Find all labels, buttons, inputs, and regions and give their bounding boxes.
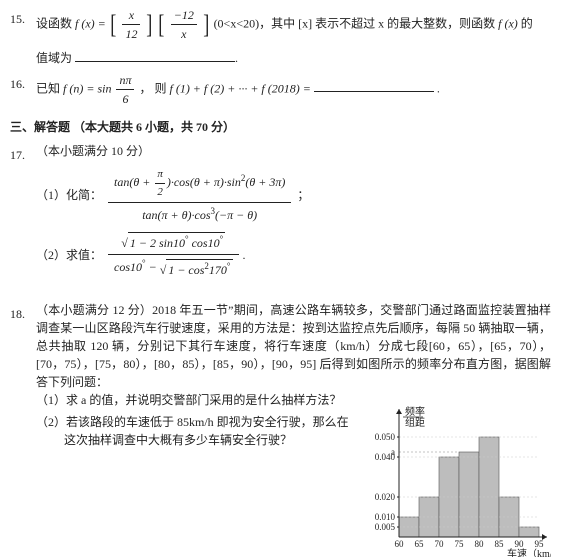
svg-text:0.005: 0.005: [375, 522, 396, 532]
q18-number: 18.: [10, 301, 36, 323]
ft: nπ: [116, 71, 134, 90]
frac2: −12 x: [171, 6, 197, 43]
svg-text:90: 90: [515, 539, 525, 549]
q17: 17. （本小题满分 10 分） （1）化简： tan(θ + π2)·cos(…: [10, 142, 551, 279]
frac2-bot: x: [171, 25, 197, 43]
svg-text:频率: 频率: [405, 405, 425, 418]
m2: 表示不超过 x 的最大整数，则函数: [315, 16, 495, 30]
svg-text:85: 85: [495, 539, 505, 549]
p2-frac: √1 − 2 sin10° cos10° cos10° − √1 − cos21…: [108, 232, 239, 279]
valrange: 值域为: [36, 51, 72, 65]
q18-p2: （2）若该路段的车速低于 85km/h 即视为安全行驶，那么在这次抽样调查中大概…: [64, 413, 355, 449]
p1-top: tan(θ + π2)·cos(θ + π)·sin2(θ + 3π): [108, 166, 291, 203]
q17-p1: （1）化简： tan(θ + π2)·cos(θ + π)·sin2(θ + 3…: [36, 166, 551, 224]
svg-text:95: 95: [535, 539, 545, 549]
q16-body: 已知 f (n) = sin nπ 6 ， 则 f (1) + f (2) + …: [36, 71, 551, 108]
q18: 18. （本小题满分 12 分）2018 年五一节”期间，高速公路车辆较多，交警…: [10, 301, 551, 557]
mid: ， 则: [139, 81, 166, 95]
svg-text:75: 75: [455, 539, 465, 549]
bx: [x]: [298, 16, 312, 30]
q18-p1: （1）求 a 的值，并说明交警部门采用的是什么抽样方法？: [64, 391, 355, 409]
br-l2: [: [158, 12, 164, 38]
p2-bot: cos10° − √1 − cos2170°: [108, 255, 239, 278]
svg-text:0.010: 0.010: [375, 512, 396, 522]
blank-2: [314, 79, 434, 92]
frac1-top: x: [122, 6, 140, 25]
expr: f (1) + f (2) + ··· + f (2018) =: [169, 81, 310, 95]
frac2-top: −12: [171, 6, 197, 25]
q17-number: 17.: [10, 142, 36, 164]
p1-bot: tan(π + θ)·cos3(−π − θ): [108, 203, 291, 224]
q16: 16. 已知 f (n) = sin nπ 6 ， 则 f (1) + f (2…: [10, 71, 551, 108]
svg-text:80: 80: [475, 539, 485, 549]
frequency-histogram: 0.0050.0100.0200.0400.050a60657075808590…: [361, 397, 551, 557]
lead: 已知: [36, 81, 60, 95]
q15: 15. 设函数 f (x) = [ x 12 ] [ −12 x ] (0<x<…: [10, 6, 551, 67]
svg-text:组距: 组距: [405, 416, 425, 429]
svg-text:a: a: [391, 447, 395, 457]
svg-text:0.020: 0.020: [375, 492, 396, 502]
p2-label: （2）求值：: [36, 246, 108, 264]
q17-body: （本小题满分 10 分） （1）化简： tan(θ + π2)·cos(θ + …: [36, 142, 551, 279]
q17-head: （本小题满分 10 分）: [36, 142, 551, 160]
p2-top: √1 − 2 sin10° cos10°: [108, 232, 239, 255]
tail: .: [437, 81, 440, 95]
q15-body: 设函数 f (x) = [ x 12 ] [ −12 x ] (0<x<20)，…: [36, 6, 551, 67]
tail: 的: [521, 16, 533, 30]
br-l: [: [110, 12, 116, 38]
frac1-bot: 12: [122, 25, 140, 43]
q15-number: 15.: [10, 6, 36, 28]
br-r2: ]: [203, 12, 209, 38]
frac1: x 12: [122, 6, 140, 43]
fb: 6: [116, 90, 134, 108]
fn: f (n) = sin: [63, 81, 111, 95]
br-r: ]: [147, 12, 153, 38]
m1: (0<x<20)，其中: [214, 16, 296, 30]
q18-head: （本小题满分 12 分）2018 年五一节”期间，高速公路车辆较多，交警部门通过…: [36, 301, 551, 391]
frac: nπ 6: [116, 71, 134, 108]
p1-label: （1）化简：: [36, 186, 108, 204]
fx2: f (x): [498, 16, 518, 30]
svg-text:车速（km/h）: 车速（km/h）: [507, 547, 551, 557]
q15-line2: 值域为 .: [36, 49, 551, 67]
q18-lower: （1）求 a 的值，并说明交警部门采用的是什么抽样方法？ （2）若该路段的车速低…: [36, 391, 551, 557]
q16-number: 16.: [10, 71, 36, 93]
section-title: 三、解答题 （本大题共 6 小题，共 70 分）: [10, 118, 551, 136]
svg-text:60: 60: [395, 539, 405, 549]
fx: f (x) =: [75, 16, 106, 30]
t: 设函数: [36, 16, 72, 30]
p1-tail: ；: [297, 186, 309, 204]
svg-text:0.050: 0.050: [375, 432, 396, 442]
blank-1: [75, 49, 235, 62]
svg-text:65: 65: [415, 539, 425, 549]
q18-subs: （1）求 a 的值，并说明交警部门采用的是什么抽样方法？ （2）若该路段的车速低…: [36, 391, 361, 449]
p1-frac: tan(θ + π2)·cos(θ + π)·sin2(θ + 3π) tan(…: [108, 166, 291, 224]
p2-tail: .: [243, 246, 246, 264]
q18-body: （本小题满分 12 分）2018 年五一节”期间，高速公路车辆较多，交警部门通过…: [36, 301, 551, 557]
q17-p2: （2）求值： √1 − 2 sin10° cos10° cos10° − √1 …: [36, 232, 551, 279]
svg-text:70: 70: [435, 539, 445, 549]
